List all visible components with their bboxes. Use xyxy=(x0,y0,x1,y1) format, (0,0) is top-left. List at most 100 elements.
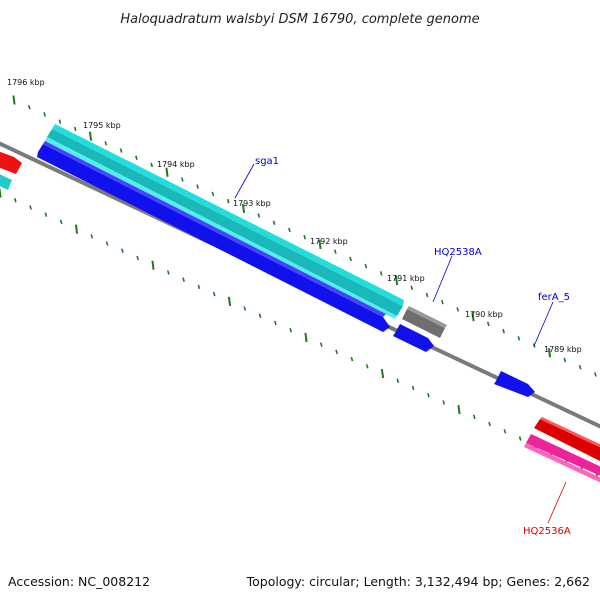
upper-tick xyxy=(135,155,138,161)
gene-feature-cyan-left[interactable] xyxy=(0,172,12,190)
lower-tick xyxy=(136,255,140,261)
upper-tick xyxy=(119,148,123,153)
gene-feature-cyan[interactable] xyxy=(45,124,404,319)
lower-tick xyxy=(105,241,109,246)
cds-feature-sga1[interactable] xyxy=(37,141,390,332)
gene-label-hq2538a[interactable]: HQ2538A xyxy=(434,247,482,258)
lower-tick xyxy=(380,368,385,379)
upper-tick xyxy=(180,177,184,182)
cds-feature-hq2536a[interactable] xyxy=(524,434,600,487)
lower-tick xyxy=(197,284,201,290)
lower-tick xyxy=(151,260,155,270)
lower-tick xyxy=(427,392,430,398)
tick-label: 1789 kbp xyxy=(544,345,582,354)
tick-marks-lower xyxy=(0,188,599,477)
lower-tick xyxy=(442,400,446,405)
gene-feature-hq2538a[interactable] xyxy=(402,306,447,338)
lower-tick xyxy=(182,277,185,282)
upper-tick xyxy=(73,126,77,132)
upper-tick xyxy=(226,198,230,204)
upper-tick xyxy=(196,184,199,189)
tick-label: 1791 kbp xyxy=(387,274,425,283)
lower-tick xyxy=(365,364,369,369)
lower-tick xyxy=(59,219,63,225)
upper-tick xyxy=(410,285,414,290)
cds-feature-fera5[interactable] xyxy=(494,371,535,397)
tick-label: 1793 kbp xyxy=(233,199,271,208)
upper-tick xyxy=(578,364,582,370)
lower-tick xyxy=(304,332,308,343)
lower-tick xyxy=(243,306,247,311)
upper-tick xyxy=(104,141,108,146)
lower-tick xyxy=(350,356,354,362)
lower-tick xyxy=(227,296,232,306)
upper-tick xyxy=(58,119,62,124)
lower-tick xyxy=(396,378,400,383)
upper-tick xyxy=(211,191,215,197)
tick-labels: 1796 kbp 1795 kbp 1794 kbp 1793 kbp 1792 kbp… xyxy=(7,78,582,354)
cds-feature-hq2538a[interactable] xyxy=(393,324,434,352)
upper-tick xyxy=(150,162,154,168)
lower-tick xyxy=(518,436,522,441)
gene-feature-red-left[interactable] xyxy=(0,150,22,174)
tick-label: 1794 kbp xyxy=(157,160,195,169)
lower-tick xyxy=(121,248,124,254)
upper-tick xyxy=(88,131,93,141)
map-title: Haloquadratum walsbyi DSM 16790, complet… xyxy=(120,12,479,27)
upper-tick xyxy=(441,299,444,305)
tick-label: 1790 kbp xyxy=(465,310,503,319)
upper-tick xyxy=(43,112,46,117)
upper-tick xyxy=(318,239,322,250)
upper-tick xyxy=(241,203,246,213)
accession-text: Accession: NC_008212 xyxy=(8,574,150,589)
lower-tick xyxy=(90,234,94,239)
lower-tick xyxy=(74,224,79,234)
upper-tick xyxy=(425,292,429,298)
upper-tick xyxy=(563,357,567,363)
upper-tick xyxy=(594,372,597,377)
upper-tick xyxy=(471,312,475,322)
gene-label-fera5[interactable]: ferA_5 xyxy=(538,292,570,303)
upper-tick xyxy=(502,328,505,334)
upper-tick xyxy=(27,104,31,110)
lower-tick xyxy=(503,429,507,434)
upper-tick xyxy=(257,213,261,218)
upper-tick xyxy=(165,167,169,177)
gene-label-sga1[interactable]: sga1 xyxy=(255,156,279,167)
lower-tick xyxy=(274,320,277,326)
upper-tick xyxy=(12,95,16,105)
lower-tick xyxy=(258,313,262,318)
upper-tick xyxy=(272,220,276,225)
gene-label-hq2536a[interactable]: HQ2536A xyxy=(523,526,571,537)
upper-tick xyxy=(456,307,460,312)
gene-feature-red-right[interactable] xyxy=(534,417,600,466)
lower-tick xyxy=(319,342,323,347)
tick-label: 1796 kbp xyxy=(7,78,45,87)
upper-tick xyxy=(486,321,490,327)
lower-tick xyxy=(44,212,48,217)
upper-tick xyxy=(379,271,383,276)
tick-marks-upper xyxy=(12,95,597,377)
lower-tick xyxy=(457,405,461,415)
lower-tick xyxy=(0,188,2,198)
lower-tick xyxy=(166,270,170,275)
genome-summary-text: Topology: circular; Length: 3,132,494 bp… xyxy=(246,574,590,589)
lower-tick xyxy=(289,327,293,333)
gene-label-sga1-group[interactable]: sga1 xyxy=(234,156,279,199)
tick-label: 1795 kbp xyxy=(83,121,121,130)
lower-tick xyxy=(472,414,476,420)
upper-tick xyxy=(364,263,368,269)
lower-tick xyxy=(29,205,32,210)
upper-tick xyxy=(303,234,307,240)
gene-label-hq2538a-group[interactable]: HQ2538A xyxy=(432,247,482,303)
lower-tick xyxy=(212,291,216,297)
lower-tick xyxy=(488,421,491,427)
gene-label-hq2536a-group[interactable]: HQ2536A xyxy=(523,481,571,537)
lower-tick xyxy=(411,385,415,391)
gene-label-fera5-group[interactable]: ferA_5 xyxy=(533,292,570,347)
lower-tick xyxy=(335,349,338,355)
upper-tick xyxy=(333,249,337,254)
upper-tick xyxy=(517,336,521,341)
upper-tick xyxy=(349,256,352,262)
